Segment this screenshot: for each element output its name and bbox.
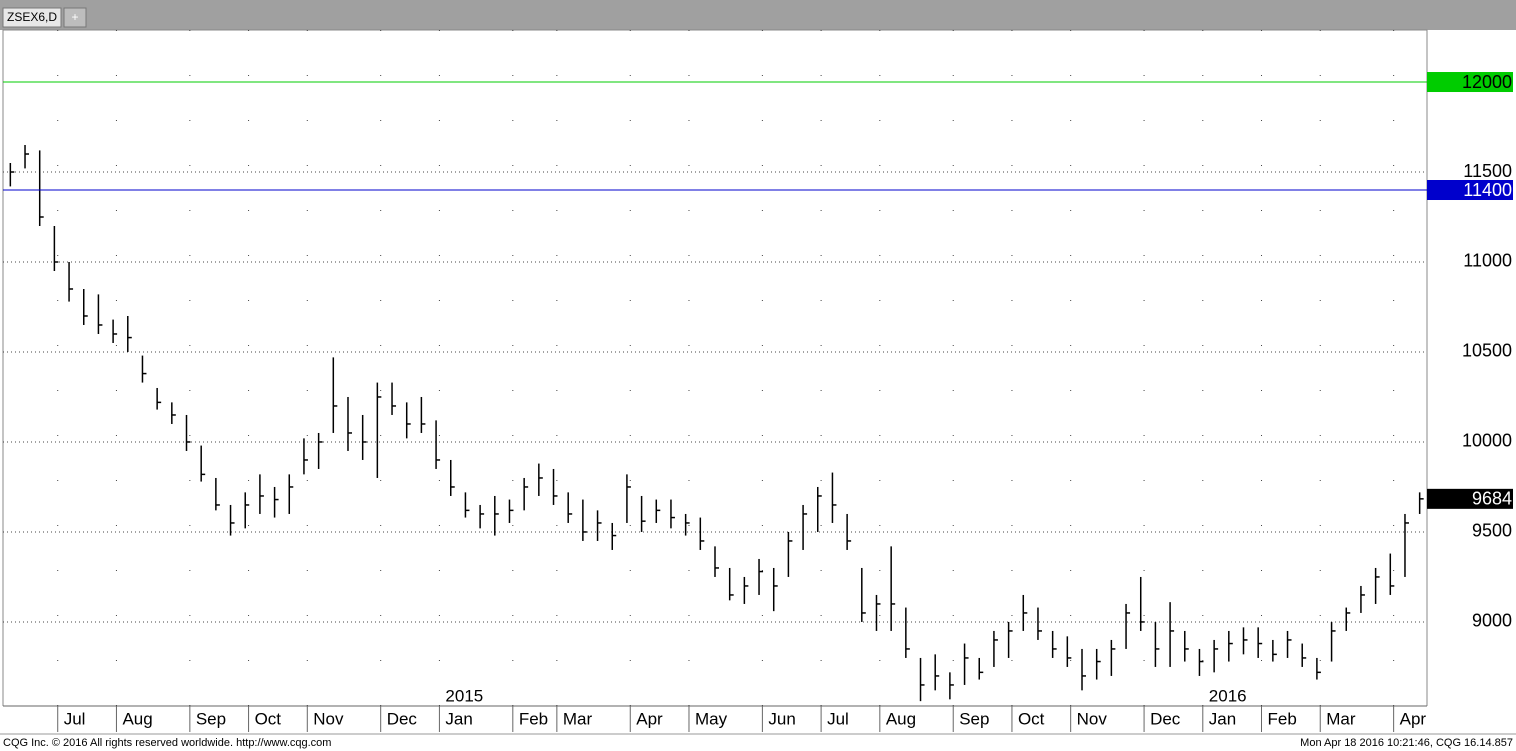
x-tick-label: Nov (1077, 709, 1108, 728)
x-tick-label: Dec (1150, 709, 1181, 728)
x-tick-label: Dec (387, 709, 418, 728)
footer-right: Mon Apr 18 2016 10:21:46, CQG 16.14.857 (1300, 737, 1513, 749)
y-tick-label: 9500 (1472, 521, 1512, 541)
add-tab-label: + (71, 10, 78, 24)
y-tick-label: 11500 (1463, 161, 1512, 181)
x-tick-label: Mar (1326, 709, 1356, 728)
last-price-box (1427, 488, 1513, 509)
y-tick-label: 10000 (1462, 431, 1512, 451)
tab-bar (0, 0, 1516, 30)
x-tick-label: Sep (196, 709, 226, 728)
add-tab[interactable] (63, 7, 87, 28)
year-label: 2015 (445, 686, 483, 705)
level-box (1427, 180, 1513, 201)
x-tick-label: Oct (255, 709, 282, 728)
x-tick-label: May (695, 709, 728, 728)
plot-area (2, 29, 1428, 707)
x-tick-label: Jan (445, 709, 472, 728)
y-tick-label: 9000 (1472, 611, 1512, 631)
x-tick-label: Apr (1400, 709, 1427, 728)
x-tick-label: Jan (1209, 709, 1236, 728)
x-tick-label: Apr (636, 709, 663, 728)
y-tick-label: 10500 (1462, 341, 1512, 361)
tab-label: ZSEX6,D (7, 10, 57, 24)
level-label: 11400 (1463, 180, 1512, 200)
x-tick-label: Nov (313, 709, 344, 728)
footer-left: CQG Inc. © 2016 All rights reserved worl… (3, 737, 331, 749)
x-tick-label: Mar (563, 709, 593, 728)
x-tick-label: Aug (122, 709, 152, 728)
x-tick-label: Feb (519, 709, 548, 728)
last-price-label: 9684 (1472, 489, 1512, 509)
x-tick-label: Feb (1268, 709, 1297, 728)
x-tick-label: Oct (1018, 709, 1045, 728)
level-label: 12000 (1462, 72, 1512, 92)
x-tick-label: Jul (827, 709, 849, 728)
x-tick-label: Jul (64, 709, 86, 728)
x-tick-label: Aug (886, 709, 916, 728)
level-box (1427, 72, 1513, 93)
x-tick-label: Jun (768, 709, 795, 728)
x-tick-label: Sep (959, 709, 989, 728)
year-label: 2016 (1209, 686, 1247, 705)
x-axis-area (0, 706, 1516, 734)
tab[interactable] (2, 7, 62, 28)
y-tick-label: 11000 (1463, 251, 1512, 271)
